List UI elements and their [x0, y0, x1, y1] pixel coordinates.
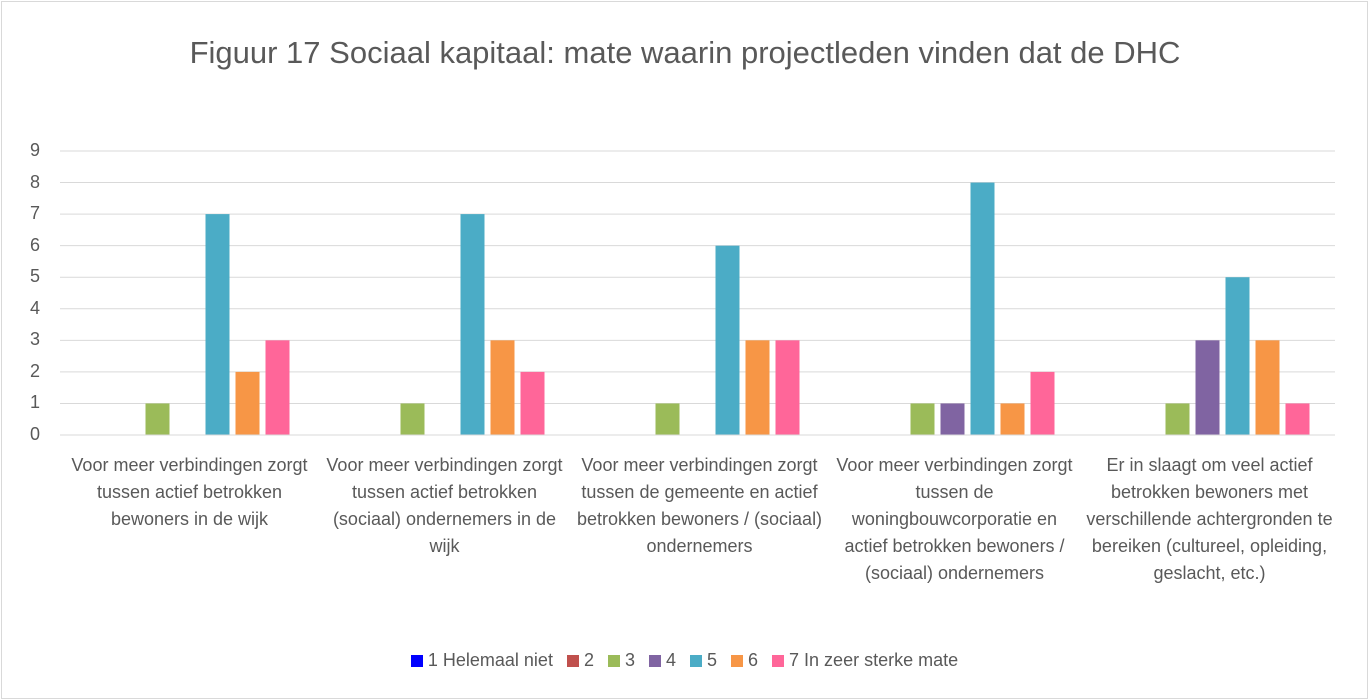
- bar: [1000, 403, 1025, 435]
- y-tick-label: 6: [29, 234, 40, 255]
- y-tick-label: 4: [29, 297, 40, 318]
- y-tick-label: 9: [29, 140, 40, 160]
- bar: [970, 182, 995, 435]
- bar: [1030, 371, 1055, 435]
- legend-item: 7 In zeer sterke mate: [772, 650, 958, 671]
- legend-item: 6: [731, 650, 758, 671]
- bar: [715, 245, 740, 435]
- bar: [145, 403, 170, 435]
- bar: [1165, 403, 1190, 435]
- bar: [235, 371, 260, 435]
- y-tick-label: 5: [29, 266, 40, 287]
- bar: [655, 403, 680, 435]
- bar: [265, 340, 290, 435]
- bar: [775, 340, 800, 435]
- chart-title: Figuur 17 Sociaal kapitaal: mate waarin …: [189, 35, 1181, 70]
- legend-label: 3: [624, 650, 635, 670]
- legend-label: 2: [583, 650, 594, 670]
- legend-label: 7 In zeer sterke mate: [789, 650, 959, 670]
- y-tick-label: 1: [29, 392, 40, 413]
- x-tick-label: Er in slaagt om veel actief betrokken be…: [1086, 455, 1333, 583]
- y-tick-label: 0: [29, 424, 40, 444]
- legend: 1 Helemaal niet 2 3 4 5 6 7 In zeer sterke mat…: [0, 650, 1369, 671]
- legend-item: 2: [566, 650, 594, 671]
- bar: [745, 340, 770, 435]
- bar: [460, 214, 485, 435]
- legend-swatch: [690, 654, 702, 667]
- legend-item: 4: [648, 650, 676, 671]
- x-tick-label: Voor meer verbindingen zorgt tussen de w…: [836, 455, 1073, 583]
- bar: [1195, 340, 1220, 435]
- bar: [400, 403, 425, 435]
- x-tick-label: Voor meer verbindingen zorgt tussen acti…: [71, 455, 308, 529]
- bar: [940, 403, 965, 435]
- x-tick-label: Voor meer verbindingen zorgt tussen acti…: [326, 455, 563, 556]
- legend-swatch: [566, 654, 579, 667]
- y-tick-label: 8: [29, 171, 40, 192]
- legend-label: 4: [665, 650, 676, 670]
- bar: [205, 214, 230, 435]
- bar: [520, 371, 545, 435]
- legend-swatch: [648, 654, 661, 667]
- bar: [910, 403, 935, 435]
- y-tick-label: 7: [29, 203, 40, 224]
- y-tick-label: 3: [29, 329, 40, 350]
- legend-swatch: [410, 654, 423, 667]
- legend-item: 5: [690, 650, 717, 671]
- legend-swatch: [607, 654, 620, 667]
- bar: [1285, 403, 1310, 435]
- legend-label: 1 Helemaal niet: [427, 650, 553, 670]
- y-tick-label: 2: [29, 360, 40, 381]
- bar: [1225, 277, 1250, 435]
- legend-item: 1 Helemaal niet: [410, 650, 553, 671]
- bar: [1255, 340, 1280, 435]
- legend-item: 3: [607, 650, 635, 671]
- bar: [490, 340, 515, 435]
- legend-label: 5: [707, 650, 718, 670]
- x-tick-label: Voor meer verbindingen zorgt tussen de g…: [576, 455, 823, 556]
- legend-swatch: [772, 654, 785, 667]
- legend-swatch: [731, 654, 744, 667]
- legend-label: 6: [748, 650, 759, 670]
